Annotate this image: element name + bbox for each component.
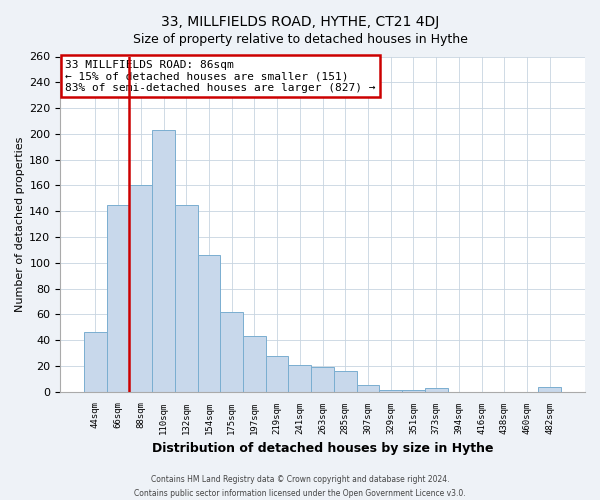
Bar [334,371,356,392]
Bar [379,390,402,392]
Text: 33 MILLFIELDS ROAD: 86sqm
← 15% of detached houses are smaller (151)
83% of semi: 33 MILLFIELDS ROAD: 86sqm ← 15% of detac… [65,60,376,93]
Bar [220,312,243,392]
Bar [152,130,175,392]
X-axis label: Distribution of detached houses by size in Hythe: Distribution of detached houses by size … [152,442,493,455]
Bar [107,205,130,392]
Bar [266,356,289,392]
Bar [84,332,107,392]
Text: Contains HM Land Registry data © Crown copyright and database right 2024.
Contai: Contains HM Land Registry data © Crown c… [134,476,466,498]
Bar [130,186,152,392]
Bar [356,385,379,392]
Bar [289,364,311,392]
Bar [243,336,266,392]
Text: 33, MILLFIELDS ROAD, HYTHE, CT21 4DJ: 33, MILLFIELDS ROAD, HYTHE, CT21 4DJ [161,15,439,29]
Bar [311,367,334,392]
Bar [175,205,197,392]
Bar [425,388,448,392]
Text: Size of property relative to detached houses in Hythe: Size of property relative to detached ho… [133,32,467,46]
Bar [538,386,561,392]
Y-axis label: Number of detached properties: Number of detached properties [15,136,25,312]
Bar [197,255,220,392]
Bar [402,390,425,392]
